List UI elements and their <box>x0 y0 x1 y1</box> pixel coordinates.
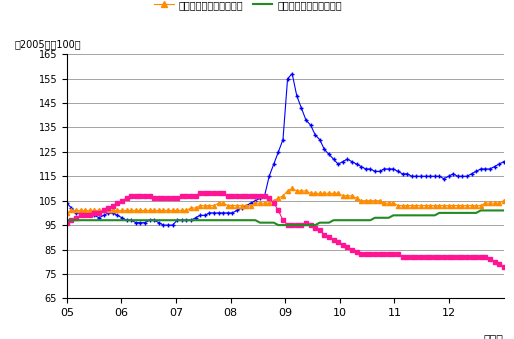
Legend: 韓国（ウォンベース）, 韓国（契約通貨ベース）, 日本（円ベース）, 日本（契約通貨ベース）: 韓国（ウォンベース）, 韓国（契約通貨ベース）, 日本（円ベース）, 日本（契約… <box>150 0 346 14</box>
Text: 図表１：日韓自動車輸出物価の推移: 図表１：日韓自動車輸出物価の推移 <box>5 13 139 27</box>
Text: （年）: （年） <box>484 335 504 339</box>
Text: （2005年＝100）: （2005年＝100） <box>14 39 81 49</box>
